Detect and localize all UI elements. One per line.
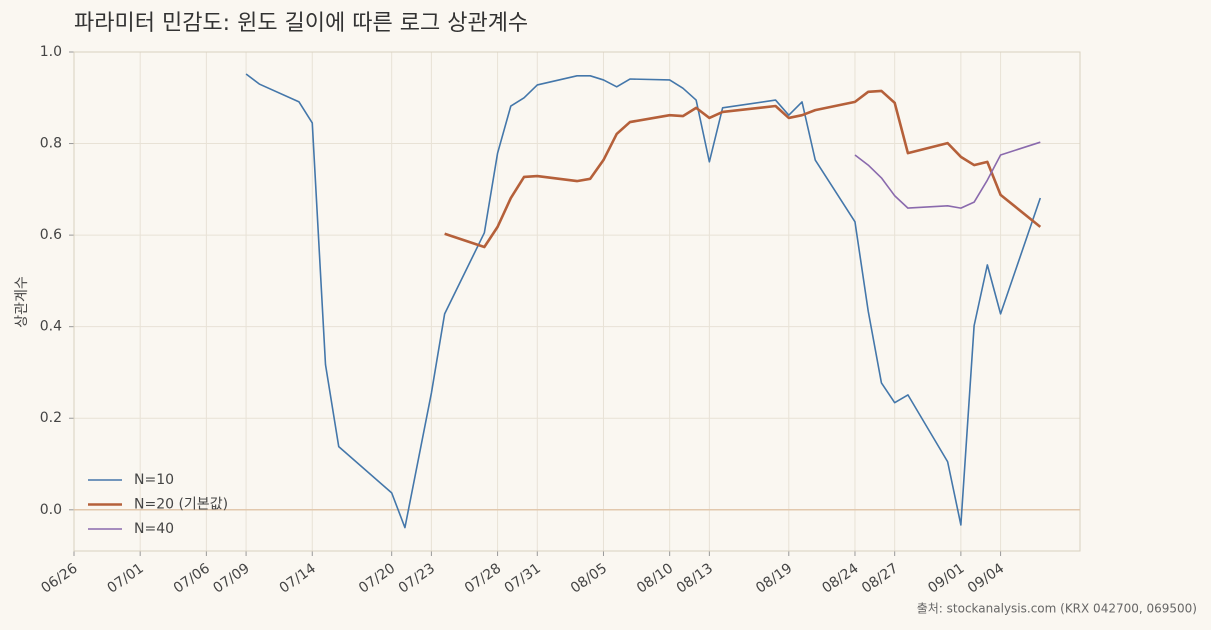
plot-frame <box>73 51 1081 552</box>
y-tick-label: 1.0 <box>40 44 62 60</box>
chart-title: 파라미터 민감도: 윈도 길이에 따른 로그 상관계수 <box>74 11 528 36</box>
y-tick-label: 0.4 <box>40 319 62 335</box>
y-tick-label: 0.0 <box>40 502 62 518</box>
source-note: 출처: stockanalysis.com (KRX 042700, 06950… <box>917 602 1197 616</box>
y-tick-label: 0.2 <box>40 410 62 426</box>
data-line <box>245 73 1042 529</box>
data-line <box>444 89 1042 249</box>
y-tick-label: 0.8 <box>40 136 62 152</box>
y-tick-label: 0.6 <box>40 227 62 243</box>
legend-label: N=20 (기본값) <box>134 497 228 513</box>
y-axis-label: 상관계수 <box>14 276 30 328</box>
legend-label: N=40 <box>134 521 174 537</box>
data-line <box>854 141 1041 209</box>
legend-label: N=10 <box>134 472 174 488</box>
